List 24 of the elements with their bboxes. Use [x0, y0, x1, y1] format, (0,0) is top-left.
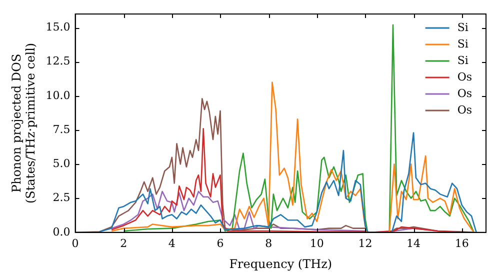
x-tick-label: 4	[168, 236, 176, 250]
y-tick-label: 0.0	[52, 225, 70, 238]
legend-label: Si	[457, 37, 469, 50]
x-tick-label: 0	[72, 236, 79, 250]
x-tick-label: 8	[265, 236, 272, 250]
x-axis-title: Frequency (THz)	[229, 256, 332, 271]
y-axis-title: Phonon projected DOS (States/THz·primitive cell)	[9, 42, 38, 204]
x-tick-label: 10	[310, 236, 324, 250]
y-tick-label: 15.0	[46, 20, 70, 34]
y-tick-label: 12.5	[46, 54, 70, 68]
y-tick-label: 2.5	[52, 191, 70, 204]
legend-label: Os	[457, 86, 472, 100]
x-tick-label: 16	[454, 236, 469, 250]
x-tick-label: 12	[358, 236, 372, 250]
x-tick-label: 14	[406, 236, 421, 250]
legend-label: Si	[457, 54, 469, 67]
y-tick-label: 10.0	[46, 88, 70, 102]
x-tick-label: 2	[120, 236, 128, 250]
legend-label: Si	[457, 20, 469, 34]
x-tick-label: 6	[216, 236, 224, 250]
y-tick-label: 5.0	[52, 157, 70, 170]
legend-label: Os	[457, 70, 472, 84]
legend-label: Os	[457, 103, 472, 116]
y-tick-label: 7.5	[52, 122, 70, 136]
